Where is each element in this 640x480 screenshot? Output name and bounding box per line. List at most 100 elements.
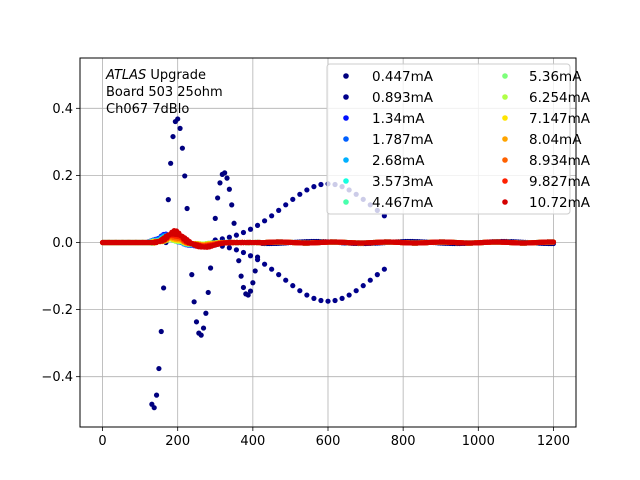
data-point [245,292,251,298]
data-point [240,284,247,291]
legend-label: 1.34mA [372,111,425,127]
legend-marker [343,178,349,184]
legend-label: 7.147mA [529,111,591,127]
y-tick-label: −0.4 [41,370,73,385]
x-tick-label: 1200 [537,434,570,449]
legend-label: 9.827mA [529,174,591,190]
data-point [297,191,303,197]
legend-item: 7.147mA [502,111,591,127]
data-point [304,292,310,298]
legend-marker [502,115,508,121]
chart-annotation: ATLAS Upgrade Board 503 25ohm Ch067 7dBl… [105,68,227,117]
legend-marker [343,115,349,121]
axis-ticks: 0 200 400 600 800 1000 1200−0.4−0.20.00.20.4 [41,102,570,449]
data-point [276,207,282,213]
data-point [229,202,235,208]
data-point [236,258,242,264]
data-point [332,297,338,304]
data-point [240,249,247,256]
data-point [283,277,289,283]
legend-item: 4.467mA [343,195,434,211]
data-point [193,319,200,325]
legend-marker [343,73,349,79]
legend-label: 0.447mA [372,69,434,85]
series-10.72mA [99,228,557,250]
data-point [217,180,223,186]
legend-label: 0.893mA [372,90,434,106]
data-point [165,197,171,203]
legend-marker [343,136,349,142]
data-point [304,187,310,193]
data-point [254,257,261,263]
data-point [269,266,275,272]
data-point [261,261,268,267]
data-point [212,215,218,221]
data-point [168,160,174,166]
data-point [233,232,240,238]
y-tick-label: 0.0 [52,236,73,251]
data-point [283,202,289,208]
data-point [247,226,254,232]
legend-marker [502,94,508,100]
data-point [381,266,387,272]
x-tick-label: 400 [240,434,265,449]
data-point [360,283,366,289]
y-tick-label: −0.2 [41,303,73,318]
data-point [184,205,190,212]
data-point [318,181,324,188]
data-point [179,145,185,151]
legend-label: 8.934mA [529,153,591,169]
data-point [191,299,197,305]
data-point [207,265,214,271]
data-point [325,298,331,304]
data-point [247,253,254,259]
legend-label: 4.467mA [372,195,434,211]
legend-item: 2.68mA [343,153,425,169]
data-point [311,184,317,190]
legend-item: 1.34mA [343,111,425,127]
data-point [346,292,352,298]
legend-item: 9.827mA [502,174,591,190]
data-point [189,272,195,278]
data-point [222,170,228,176]
y-tick-label: 0.2 [52,169,73,184]
data-point [290,283,296,289]
data-point [215,195,221,201]
data-point [156,365,162,372]
legend-label: 2.68mA [372,153,425,169]
data-point [153,392,160,398]
data-point [233,247,240,253]
data-point [276,272,282,278]
data-point [170,133,176,140]
data-point [224,175,230,181]
legend-marker [502,157,508,163]
legend-label: 10.72mA [529,195,591,211]
legend-label: 5.36mA [529,69,582,85]
legend-marker [343,94,349,100]
legend-label: 3.573mA [372,174,434,190]
data-point [550,239,557,245]
data-point [226,245,232,251]
legend-marker [343,199,349,205]
legend-item: 5.36mA [502,69,582,85]
data-point [311,295,317,301]
data-point [261,218,268,224]
annotation-line3: Ch067 7dBlo [106,102,189,117]
legend-item: 1.787mA [343,132,434,148]
data-point [226,234,232,240]
legend-marker [502,178,508,184]
data-point [250,280,256,286]
data-point [205,289,211,296]
legend-label: 1.787mA [372,132,434,148]
data-point [158,328,164,335]
legend-item: 0.893mA [343,90,434,106]
x-tick-label: 600 [316,434,341,449]
legend-marker [343,157,349,163]
y-tick-label: 0.4 [52,102,73,117]
legend-item: 8.04mA [502,132,582,148]
x-tick-label: 200 [165,434,190,449]
x-tick-label: 0 [98,434,106,449]
data-point [374,272,380,278]
data-point [226,186,232,192]
